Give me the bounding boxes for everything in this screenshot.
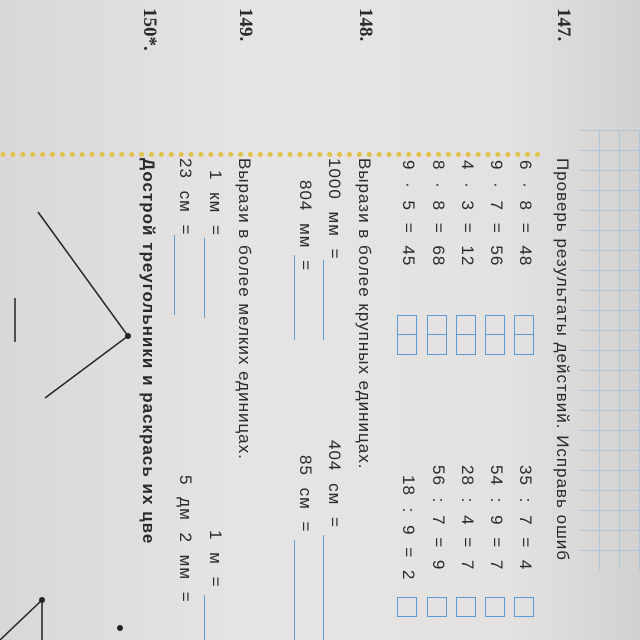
vertex-point: [125, 333, 131, 339]
triangle-side: [44, 335, 129, 399]
triangle-side: [0, 599, 43, 640]
vertex-point: [117, 625, 123, 631]
triangle-side: [37, 211, 129, 337]
